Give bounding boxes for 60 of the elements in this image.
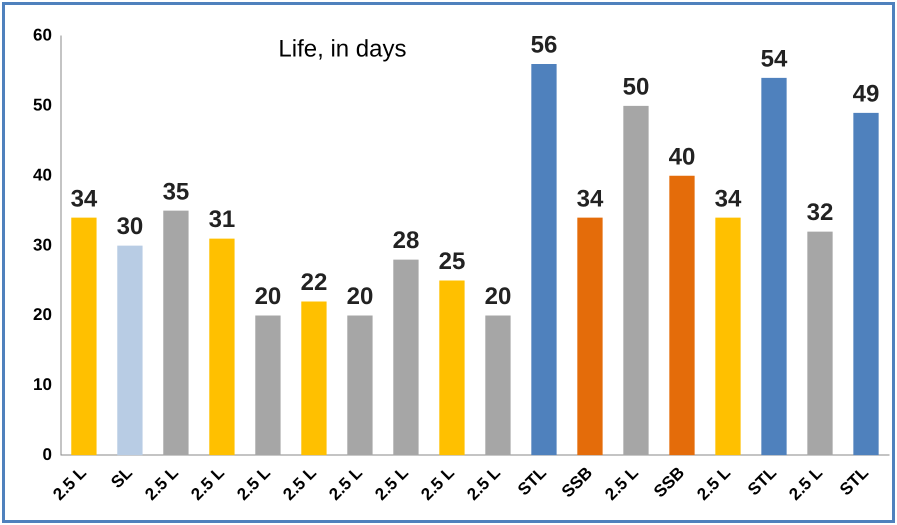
x-tick-label: 2.5 L <box>693 463 734 504</box>
x-tick-label: 2.5 L <box>325 463 366 504</box>
data-label: 30 <box>116 213 144 240</box>
bar <box>163 210 189 456</box>
data-label: 25 <box>438 248 466 276</box>
bar <box>117 246 143 456</box>
x-tick-label: 2.5 L <box>141 463 182 504</box>
bar <box>347 315 373 456</box>
data-label: 32 <box>806 199 834 226</box>
x-tick-label: 2.5 L <box>785 463 826 504</box>
data-label: 31 <box>208 206 236 234</box>
y-tick-label: 60 <box>32 26 52 45</box>
data-label: 56 <box>530 32 558 59</box>
x-tick-label: 2.5 L <box>187 463 228 504</box>
y-tick-label: 30 <box>32 235 52 254</box>
bar <box>255 315 281 456</box>
x-tick-label: 2.5 L <box>49 463 90 504</box>
bar <box>301 301 327 456</box>
bar <box>577 218 603 456</box>
bar <box>807 232 833 456</box>
data-label: 35 <box>162 178 190 206</box>
x-tick-label: STL <box>744 463 780 500</box>
y-tick-label: 40 <box>32 165 52 184</box>
y-tick-label: 50 <box>32 96 52 115</box>
chart-title: Life, in days <box>278 36 406 63</box>
x-tick-label: STL <box>514 463 550 500</box>
x-tick-label: 2.5 L <box>371 463 412 504</box>
bar <box>393 260 419 456</box>
data-label: 34 <box>70 185 98 212</box>
x-tick-label: SL <box>107 463 136 492</box>
x-tick-label: 2.5 L <box>463 463 504 504</box>
y-tick-label: 20 <box>32 305 52 324</box>
data-label: 34 <box>714 185 742 212</box>
data-label: 20 <box>346 283 374 310</box>
data-label: 50 <box>622 73 650 100</box>
x-tick-label: STL <box>836 463 872 500</box>
x-tick-label: 2.5 L <box>279 463 320 504</box>
y-tick-label: 10 <box>32 375 52 394</box>
y-tick-label: 0 <box>42 444 52 464</box>
bar <box>715 218 741 456</box>
bar <box>623 106 649 456</box>
bar <box>853 112 879 456</box>
data-label: 34 <box>576 185 604 212</box>
bar <box>209 238 235 456</box>
data-label: 20 <box>484 283 512 310</box>
bar <box>531 64 557 456</box>
data-label: 28 <box>392 227 420 254</box>
bar <box>439 280 465 456</box>
data-label: 54 <box>760 46 788 73</box>
bar <box>485 315 511 456</box>
data-label: 49 <box>852 80 880 108</box>
bar <box>71 218 97 456</box>
data-label: 40 <box>668 143 696 170</box>
x-tick-label: 2.5 L <box>233 463 274 504</box>
data-label: 20 <box>254 283 282 310</box>
x-tick-label: 2.5 L <box>417 463 458 504</box>
bar <box>761 78 787 456</box>
x-tick-label: 2.5 L <box>601 463 642 504</box>
bar <box>669 176 695 456</box>
data-label: 22 <box>300 269 328 296</box>
